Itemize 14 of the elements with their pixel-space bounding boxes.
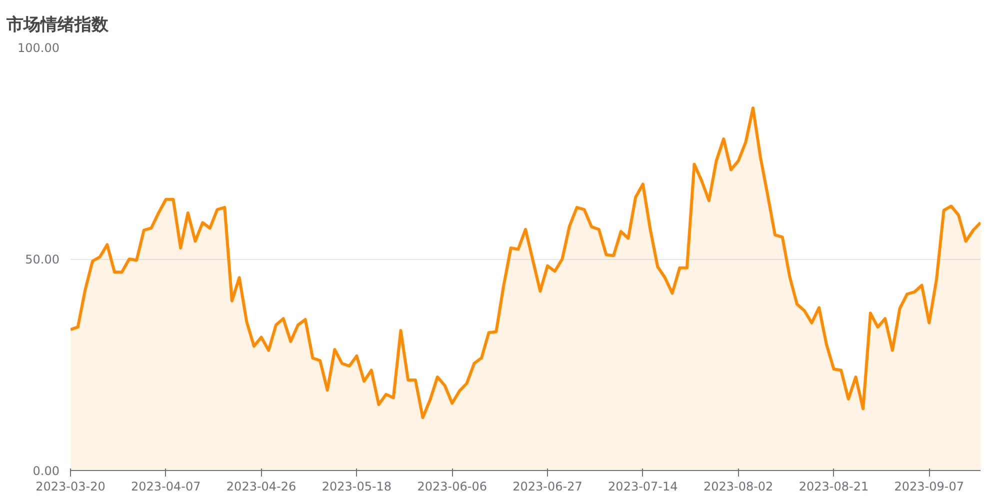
y-tick-label: 0.00 bbox=[32, 464, 60, 478]
x-tick-label: 2023-08-02 bbox=[703, 480, 774, 494]
x-tick-label: 2023-03-20 bbox=[36, 480, 106, 494]
y-tick-label: 50.00 bbox=[25, 252, 60, 266]
x-tick-label: 2023-04-07 bbox=[131, 480, 201, 494]
chart-title: 市场情绪指数 bbox=[6, 15, 110, 35]
x-tick-label: 2023-06-27 bbox=[512, 480, 582, 494]
x-tick-label: 2023-09-07 bbox=[894, 480, 964, 494]
x-tick-label: 2023-08-21 bbox=[798, 480, 869, 494]
x-tick-label: 2023-04-26 bbox=[226, 480, 296, 494]
x-tick-label: 2023-06-06 bbox=[417, 480, 487, 494]
x-tick-label: 2023-07-14 bbox=[608, 480, 678, 494]
y-tick-label: 100.00 bbox=[18, 41, 60, 55]
x-tick-label: 2023-05-18 bbox=[322, 480, 392, 494]
